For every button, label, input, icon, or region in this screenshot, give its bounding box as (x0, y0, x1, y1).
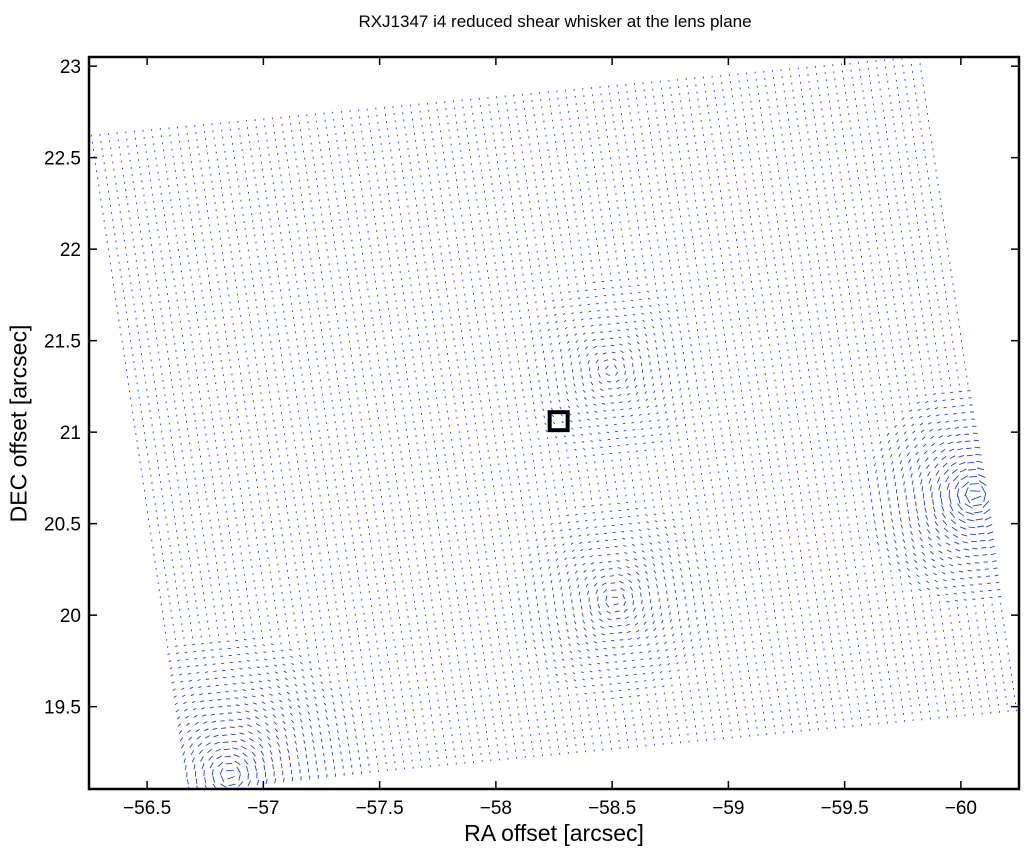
x-tick-label: −57 (247, 798, 279, 819)
y-tick-label: 22.5 (44, 149, 81, 170)
y-tick-label: 19.5 (44, 698, 81, 719)
y-tick-label: 22 (60, 240, 81, 261)
chart-title: RXJ1347 i4 reduced shear whisker at the … (358, 12, 752, 31)
y-tick-label: 21.5 (44, 332, 81, 353)
x-tick-label: −59.5 (821, 798, 869, 819)
x-tick-label: −57.5 (356, 798, 404, 819)
x-tick-label: −58 (480, 798, 512, 819)
y-axis-label: DEC offset [arcsec] (5, 324, 32, 523)
x-tick-label: −59 (712, 798, 744, 819)
marker-square (547, 410, 570, 433)
whisker-field (90, 57, 1018, 789)
y-tick-label: 23 (60, 57, 81, 78)
y-tick-label: 20.5 (44, 515, 81, 536)
y-tick-label: 21 (60, 423, 81, 444)
y-tick-label: 20 (60, 606, 81, 627)
x-tick-label: −60 (945, 798, 977, 819)
x-tick-label: −56.5 (123, 798, 171, 819)
x-axis-label: RA offset [arcsec] (464, 820, 644, 846)
axes-box (87, 55, 1021, 791)
x-tick-label: −58.5 (588, 798, 636, 819)
shear-whiskers (90, 57, 1018, 789)
